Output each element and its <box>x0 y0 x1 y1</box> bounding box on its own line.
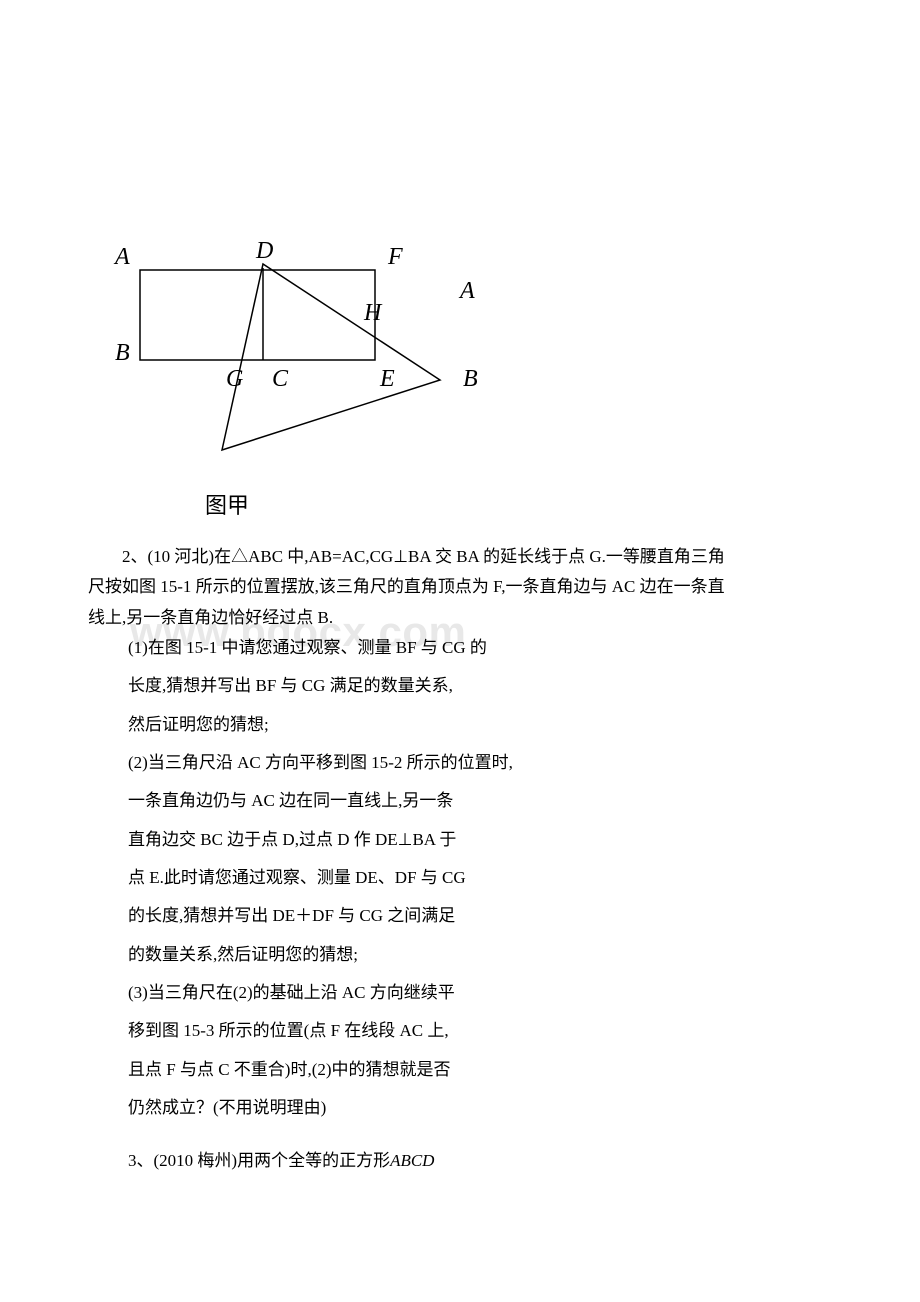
p2-q1: (1)在图 15-1 中请您通过观察、测量 BF 与 CG 的 <box>128 635 844 661</box>
p2-q2: (2)当三角尺沿 AC 方向平移到图 15-2 所示的位置时, <box>128 750 844 776</box>
p3-text: 3、(2010 梅州)用两个全等的正方形 <box>128 1151 390 1170</box>
p2-q3-l3: 且点 F 与点 C 不重合)时,(2)中的猜想就是否 <box>128 1057 844 1083</box>
label-d: D <box>256 238 273 265</box>
p2-intro-l3: 线上,另一条直角边恰好经过点 B. <box>88 605 844 631</box>
p2-intro-l1: 2、(10 河北)在△ABC 中,AB=AC,CG⊥BA 交 BA 的延长线于点… <box>88 544 844 570</box>
label-c: C <box>272 366 288 393</box>
p2-q3-l2: 移到图 15-3 所示的位置(点 F 在线段 AC 上, <box>128 1018 844 1044</box>
p2-q2-l2: 一条直角边仍与 AC 边在同一直线上,另一条 <box>128 788 844 814</box>
label-e: E <box>380 366 395 393</box>
p2-q2-l4: 点 E.此时请您通过观察、测量 DE、DF 与 CG <box>128 865 844 891</box>
p2-q1-l3: 然后证明您的猜想; <box>128 712 844 738</box>
p2-q3: (3)当三角尺在(2)的基础上沿 AC 方向继续平 <box>128 980 844 1006</box>
p2-q2-l5: 的长度,猜想并写出 DE＋DF 与 CG 之间满足 <box>128 903 844 929</box>
p2-q1-l2: 长度,猜想并写出 BF 与 CG 满足的数量关系, <box>128 673 844 699</box>
p3-line: 3、(2010 梅州)用两个全等的正方形ABCD <box>128 1148 844 1174</box>
label-g: G <box>226 366 243 393</box>
label-f: F <box>388 244 403 271</box>
side-label-a: A <box>460 278 475 305</box>
p2-q2-l6: 的数量关系,然后证明您的猜想; <box>128 942 844 968</box>
text-content: 2、(10 河北)在△ABC 中,AB=AC,CG⊥BA 交 BA 的延长线于点… <box>88 544 844 1174</box>
p2-intro-l1-text: 2、(10 河北)在△ABC 中,AB=AC,CG⊥BA 交 BA 的延长线于点… <box>122 547 725 566</box>
geometry-figure: A B D F H G C E <box>110 250 560 530</box>
label-a1: A <box>115 244 130 271</box>
label-h: H <box>364 300 381 327</box>
figure-caption: 图甲 <box>205 488 249 520</box>
p2-q2-l3: 直角边交 BC 边于点 D,过点 D 作 DE⊥BA 于 <box>128 827 844 853</box>
p2-q3-l4: 仍然成立？(不用说明理由) <box>128 1095 844 1121</box>
p3-math: ABCD <box>390 1151 434 1170</box>
p2-intro-l2: 尺按如图 15-1 所示的位置摆放,该三角尺的直角顶点为 F,一条直角边与 AC… <box>88 574 844 600</box>
label-b1: B <box>115 340 130 367</box>
triangle <box>222 264 440 450</box>
figure-svg <box>110 250 510 480</box>
side-label-b: B <box>463 366 478 393</box>
